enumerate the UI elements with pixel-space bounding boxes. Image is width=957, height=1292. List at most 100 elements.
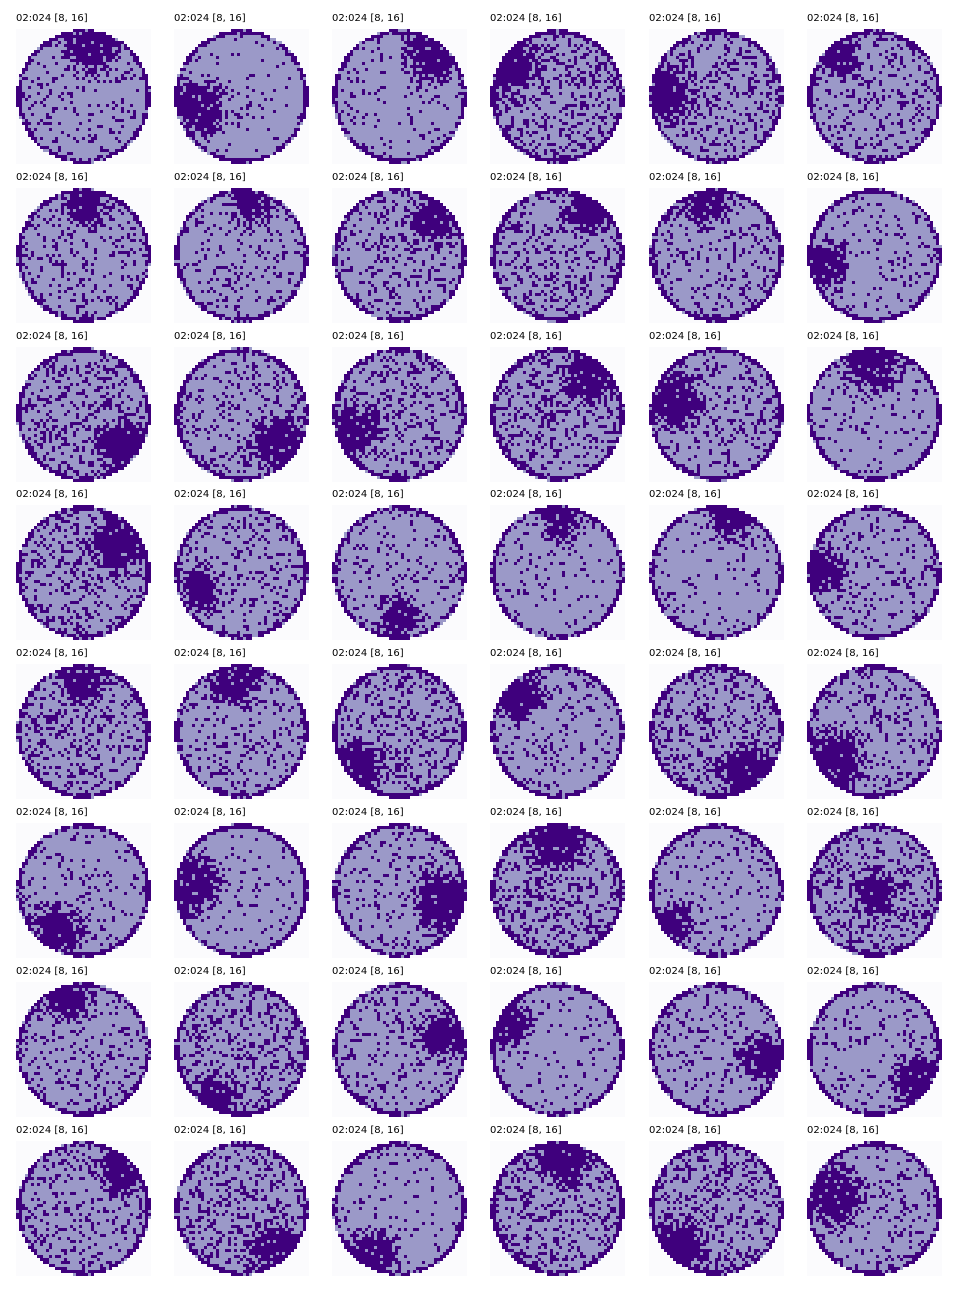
panel: 02:024 [8, 16] [332, 1125, 468, 1277]
disk-heatmap [649, 188, 784, 323]
panel: 02:024 [8, 16] [16, 648, 152, 800]
panel-title: 02:024 [8, 16] [490, 1125, 562, 1136]
disk-heatmap [490, 505, 625, 640]
panel-title: 02:024 [8, 16] [490, 966, 562, 977]
panel: 02:024 [8, 16] [649, 172, 785, 324]
disk-heatmap [16, 823, 151, 958]
disk-heatmap [490, 188, 625, 323]
panel: 02:024 [8, 16] [807, 1125, 943, 1277]
panel: 02:024 [8, 16] [490, 807, 626, 959]
panel-title: 02:024 [8, 16] [16, 172, 88, 183]
panel-title: 02:024 [8, 16] [807, 489, 879, 500]
disk-heatmap [332, 347, 467, 482]
disk-heatmap [16, 188, 151, 323]
panel: 02:024 [8, 16] [649, 648, 785, 800]
panel: 02:024 [8, 16] [807, 489, 943, 641]
panel: 02:024 [8, 16] [174, 489, 310, 641]
disk-heatmap [174, 1141, 309, 1276]
disk-heatmap [807, 505, 942, 640]
disk-heatmap [490, 1141, 625, 1276]
panel: 02:024 [8, 16] [490, 648, 626, 800]
disk-heatmap [649, 347, 784, 482]
panel: 02:024 [8, 16] [490, 966, 626, 1118]
disk-heatmap [490, 823, 625, 958]
panel: 02:024 [8, 16] [807, 331, 943, 483]
panel: 02:024 [8, 16] [16, 489, 152, 641]
panel-title: 02:024 [8, 16] [649, 1125, 721, 1136]
panel-title: 02:024 [8, 16] [174, 489, 246, 500]
panel-title: 02:024 [8, 16] [649, 648, 721, 659]
panel-title: 02:024 [8, 16] [332, 648, 404, 659]
panel-title: 02:024 [8, 16] [174, 966, 246, 977]
panel: 02:024 [8, 16] [332, 489, 468, 641]
panel-title: 02:024 [8, 16] [174, 1125, 246, 1136]
disk-heatmap [649, 664, 784, 799]
panel: 02:024 [8, 16] [332, 807, 468, 959]
disk-heatmap [332, 982, 467, 1117]
panel-title: 02:024 [8, 16] [490, 13, 562, 24]
disk-heatmap [16, 1141, 151, 1276]
disk-heatmap [807, 982, 942, 1117]
panel: 02:024 [8, 16] [807, 648, 943, 800]
panel-title: 02:024 [8, 16] [332, 172, 404, 183]
panel: 02:024 [8, 16] [174, 331, 310, 483]
panel: 02:024 [8, 16] [174, 966, 310, 1118]
disk-heatmap [649, 29, 784, 164]
panel-title: 02:024 [8, 16] [16, 13, 88, 24]
panel-title: 02:024 [8, 16] [807, 648, 879, 659]
panel: 02:024 [8, 16] [332, 172, 468, 324]
panel-title: 02:024 [8, 16] [490, 648, 562, 659]
panel-title: 02:024 [8, 16] [174, 13, 246, 24]
disk-heatmap [16, 505, 151, 640]
panel: 02:024 [8, 16] [16, 1125, 152, 1277]
disk-heatmap [332, 664, 467, 799]
panel-title: 02:024 [8, 16] [16, 966, 88, 977]
panel-title: 02:024 [8, 16] [16, 648, 88, 659]
panel: 02:024 [8, 16] [649, 807, 785, 959]
panel: 02:024 [8, 16] [332, 648, 468, 800]
disk-heatmap [649, 823, 784, 958]
disk-heatmap [332, 823, 467, 958]
panel-title: 02:024 [8, 16] [332, 1125, 404, 1136]
disk-heatmap [332, 1141, 467, 1276]
disk-heatmap [807, 823, 942, 958]
panel: 02:024 [8, 16] [16, 172, 152, 324]
disk-heatmap [174, 982, 309, 1117]
panel-title: 02:024 [8, 16] [807, 807, 879, 818]
panel-title: 02:024 [8, 16] [807, 13, 879, 24]
panel-title: 02:024 [8, 16] [649, 807, 721, 818]
disk-heatmap [807, 188, 942, 323]
disk-heatmap [174, 823, 309, 958]
panel: 02:024 [8, 16] [16, 966, 152, 1118]
panel: 02:024 [8, 16] [174, 172, 310, 324]
panel-title: 02:024 [8, 16] [174, 807, 246, 818]
panel: 02:024 [8, 16] [332, 13, 468, 165]
panel-title: 02:024 [8, 16] [16, 1125, 88, 1136]
panel-title: 02:024 [8, 16] [807, 1125, 879, 1136]
panel: 02:024 [8, 16] [174, 807, 310, 959]
disk-heatmap [16, 347, 151, 482]
panel-title: 02:024 [8, 16] [332, 13, 404, 24]
disk-heatmap [490, 29, 625, 164]
panel-title: 02:024 [8, 16] [16, 331, 88, 342]
panel: 02:024 [8, 16] [174, 648, 310, 800]
disk-heatmap [649, 1141, 784, 1276]
panel-title: 02:024 [8, 16] [490, 807, 562, 818]
disk-heatmap [174, 664, 309, 799]
panel-title: 02:024 [8, 16] [332, 489, 404, 500]
disk-heatmap [490, 347, 625, 482]
panel: 02:024 [8, 16] [16, 331, 152, 483]
disk-heatmap [649, 982, 784, 1117]
disk-heatmap [649, 505, 784, 640]
panel-title: 02:024 [8, 16] [649, 489, 721, 500]
disk-heatmap [490, 982, 625, 1117]
disk-heatmap [807, 664, 942, 799]
panel: 02:024 [8, 16] [16, 13, 152, 165]
disk-heatmap [807, 1141, 942, 1276]
disk-heatmap [174, 347, 309, 482]
disk-heatmap [174, 29, 309, 164]
panel: 02:024 [8, 16] [807, 807, 943, 959]
disk-heatmap [490, 664, 625, 799]
panel: 02:024 [8, 16] [16, 807, 152, 959]
